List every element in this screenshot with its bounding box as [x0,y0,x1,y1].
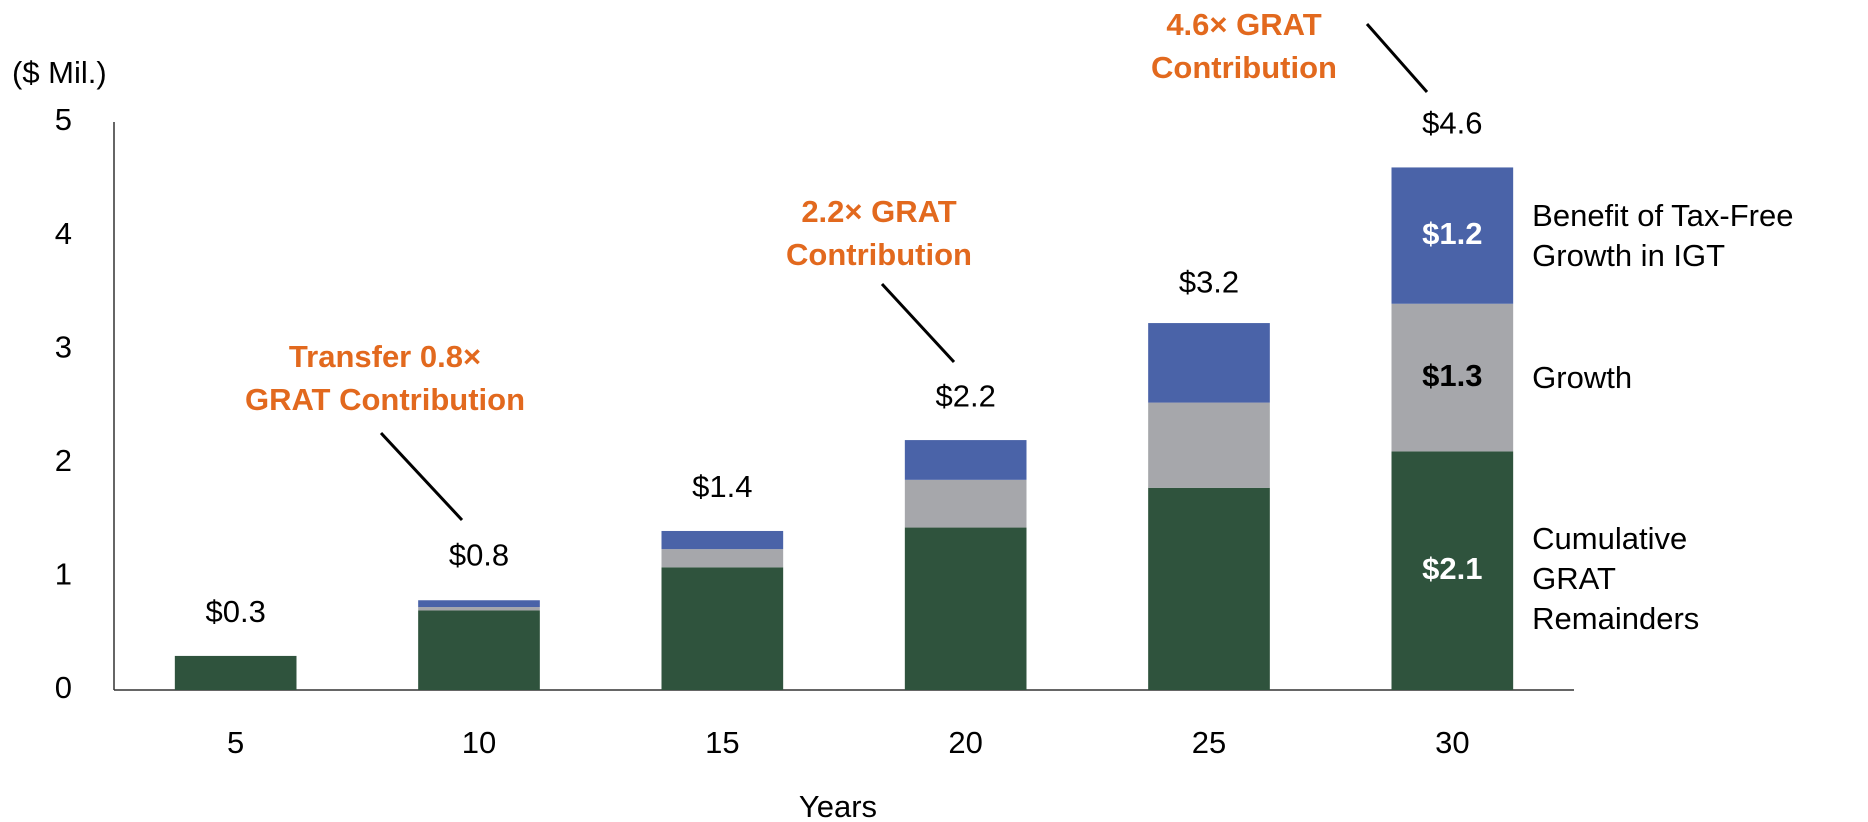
y-tick-label: 4 [55,216,72,251]
annotation: 2.2× GRAT Contribution [786,194,972,272]
x-axis-label: Years [799,789,877,822]
x-tick-label: 5 [227,725,244,760]
legend-label: Growth [1532,359,1633,395]
bar-segment [1148,323,1270,403]
annotation-leader [1365,23,1429,93]
segment-label: $2.1 [1422,551,1482,586]
x-tick-label: 25 [1192,725,1226,760]
annotation: Transfer 0.8× GRAT Contribution [244,339,526,417]
bar-segment [1391,303,1514,452]
legend-label: Benefit of Tax-Free Growth in IGT [1532,197,1794,273]
segment-label: $1.3 [1422,358,1482,393]
x-tick-label: 10 [462,725,496,760]
annotation: 4.6× GRAT Contribution [1151,7,1337,85]
total-label: $1.4 [692,469,752,504]
y-tick-label: 5 [55,102,72,137]
bar-segment [1391,167,1514,304]
y-tick-label: 1 [55,557,72,592]
bar-segment [418,607,540,611]
x-tick-label: 20 [948,725,982,760]
bar-segment [1148,402,1270,488]
x-tick-label: 15 [705,725,739,760]
y-tick-label: 0 [55,670,72,705]
annotation-leader [880,282,956,364]
bar-segment [1391,451,1514,690]
segment-label: $1.2 [1422,216,1482,251]
bar-segment [904,527,1027,690]
x-tick-label: 30 [1435,725,1469,760]
bar-segment [418,610,540,690]
y-tick-label: 3 [55,329,72,364]
bar-segment [661,530,784,550]
bar-segment [661,567,784,690]
bar-segment [174,655,297,690]
total-label: $3.2 [1179,265,1239,300]
bar-segment [904,479,1027,528]
y-tick-label: 2 [55,443,72,478]
bar-segment [1148,487,1270,690]
total-label: $2.2 [935,378,995,413]
total-label: $0.8 [449,537,509,572]
y-unit-label: ($ Mil.) [12,55,107,90]
bar-segment [418,600,540,608]
annotation-leader [379,431,464,522]
bar-segment [904,440,1027,480]
bar-segment [661,549,784,568]
total-label: $4.6 [1422,106,1482,141]
total-label: $0.3 [205,594,265,629]
legend-label: Cumulative GRAT Remainders [1532,520,1700,636]
